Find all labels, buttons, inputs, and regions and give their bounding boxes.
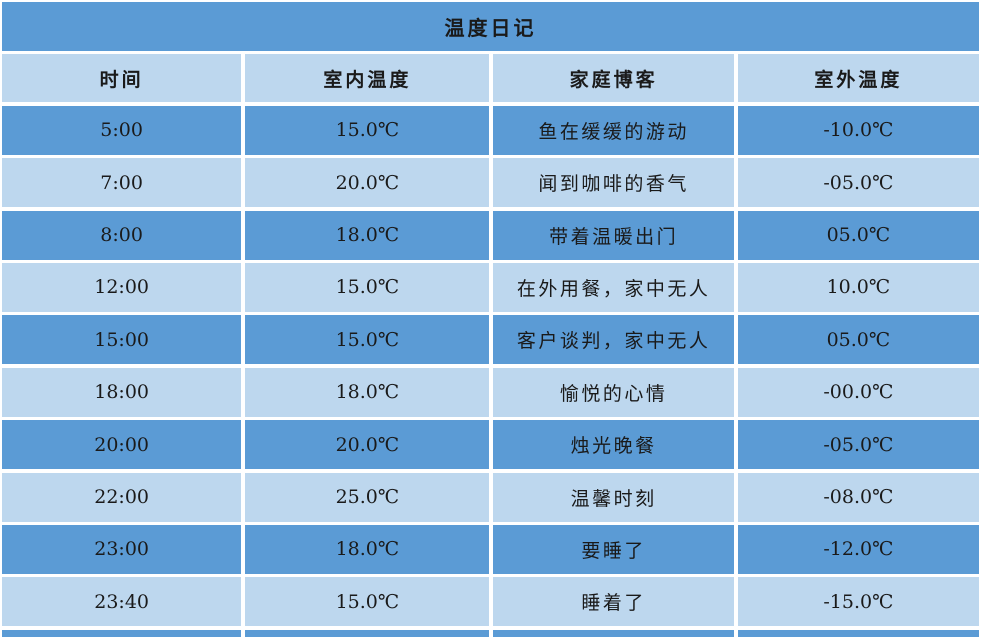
table-row: 23:00 18.0℃ 要睡了 -12.0℃	[2, 524, 979, 574]
table-row: 15:00 15.0℃ 客户谈判，家中无人 05.0℃	[2, 315, 979, 365]
partial-cell	[245, 629, 490, 637]
time-cell: 15:00	[2, 315, 242, 365]
blog-cell: 鱼在缓缓的游动	[493, 105, 734, 155]
table-row: 20:00 20.0℃ 烛光晚餐 -05.0℃	[2, 420, 979, 470]
partial-cell	[493, 629, 734, 637]
indoor-temp-cell: 25.0℃	[245, 472, 490, 522]
blog-cell: 带着温暖出门	[493, 210, 734, 260]
indoor-temp-cell: 18.0℃	[245, 367, 490, 417]
blog-cell: 愉悦的心情	[493, 367, 734, 417]
time-cell: 23:40	[2, 577, 242, 627]
outdoor-temp-cell: -12.0℃	[737, 524, 979, 574]
outdoor-temp-cell: -15.0℃	[737, 577, 979, 627]
blog-cell: 在外用餐，家中无人	[493, 262, 734, 312]
table-row: 8:00 18.0℃ 带着温暖出门 05.0℃	[2, 210, 979, 260]
time-cell: 20:00	[2, 420, 242, 470]
blog-cell: 睡着了	[493, 577, 734, 627]
outdoor-temp-cell: 05.0℃	[737, 210, 979, 260]
outdoor-temp-cell: -00.0℃	[737, 367, 979, 417]
blog-cell: 要睡了	[493, 524, 734, 574]
table-partial-row-clipped	[2, 629, 979, 637]
time-cell: 12:00	[2, 262, 242, 312]
column-header-3: 家庭博客	[493, 54, 734, 103]
column-header-4: 室外温度	[737, 54, 979, 103]
indoor-temp-cell: 20.0℃	[245, 420, 490, 470]
blog-cell: 闻到咖啡的香气	[493, 158, 734, 208]
column-header-1: 时间	[2, 54, 242, 103]
table-row: 5:00 15.0℃ 鱼在缓缓的游动 -10.0℃	[2, 105, 979, 155]
outdoor-temp-cell: 10.0℃	[737, 262, 979, 312]
table-row: 22:00 25.0℃ 温馨时刻 -08.0℃	[2, 472, 979, 522]
table-row: 7:00 20.0℃ 闻到咖啡的香气 -05.0℃	[2, 158, 979, 208]
indoor-temp-cell: 20.0℃	[245, 158, 490, 208]
outdoor-temp-cell: -10.0℃	[737, 105, 979, 155]
partial-cell	[737, 629, 979, 637]
table-title: 温度日记	[2, 2, 979, 51]
table-row: 12:00 15.0℃ 在外用餐，家中无人 10.0℃	[2, 262, 979, 312]
indoor-temp-cell: 18.0℃	[245, 524, 490, 574]
blog-cell: 客户谈判，家中无人	[493, 315, 734, 365]
outdoor-temp-cell: -05.0℃	[737, 158, 979, 208]
indoor-temp-cell: 15.0℃	[245, 315, 490, 365]
time-cell: 18:00	[2, 367, 242, 417]
partial-cell	[2, 629, 242, 637]
indoor-temp-cell: 15.0℃	[245, 262, 490, 312]
time-cell: 8:00	[2, 210, 242, 260]
time-cell: 7:00	[2, 158, 242, 208]
outdoor-temp-cell: 05.0℃	[737, 315, 979, 365]
time-cell: 23:00	[2, 524, 242, 574]
blog-cell: 温馨时刻	[493, 472, 734, 522]
outdoor-temp-cell: -05.0℃	[737, 420, 979, 470]
time-cell: 22:00	[2, 472, 242, 522]
table-header-row: 时间 室内温度 家庭博客 室外温度	[2, 54, 979, 103]
table-title-row: 温度日记	[2, 2, 979, 51]
indoor-temp-cell: 15.0℃	[245, 105, 490, 155]
blog-cell: 烛光晚餐	[493, 420, 734, 470]
column-header-2: 室内温度	[245, 54, 490, 103]
indoor-temp-cell: 18.0℃	[245, 210, 490, 260]
table-row: 23:40 15.0℃ 睡着了 -15.0℃	[2, 577, 979, 627]
outdoor-temp-cell: -08.0℃	[737, 472, 979, 522]
time-cell: 5:00	[2, 105, 242, 155]
indoor-temp-cell: 15.0℃	[245, 577, 490, 627]
table-row: 18:00 18.0℃ 愉悦的心情 -00.0℃	[2, 367, 979, 417]
